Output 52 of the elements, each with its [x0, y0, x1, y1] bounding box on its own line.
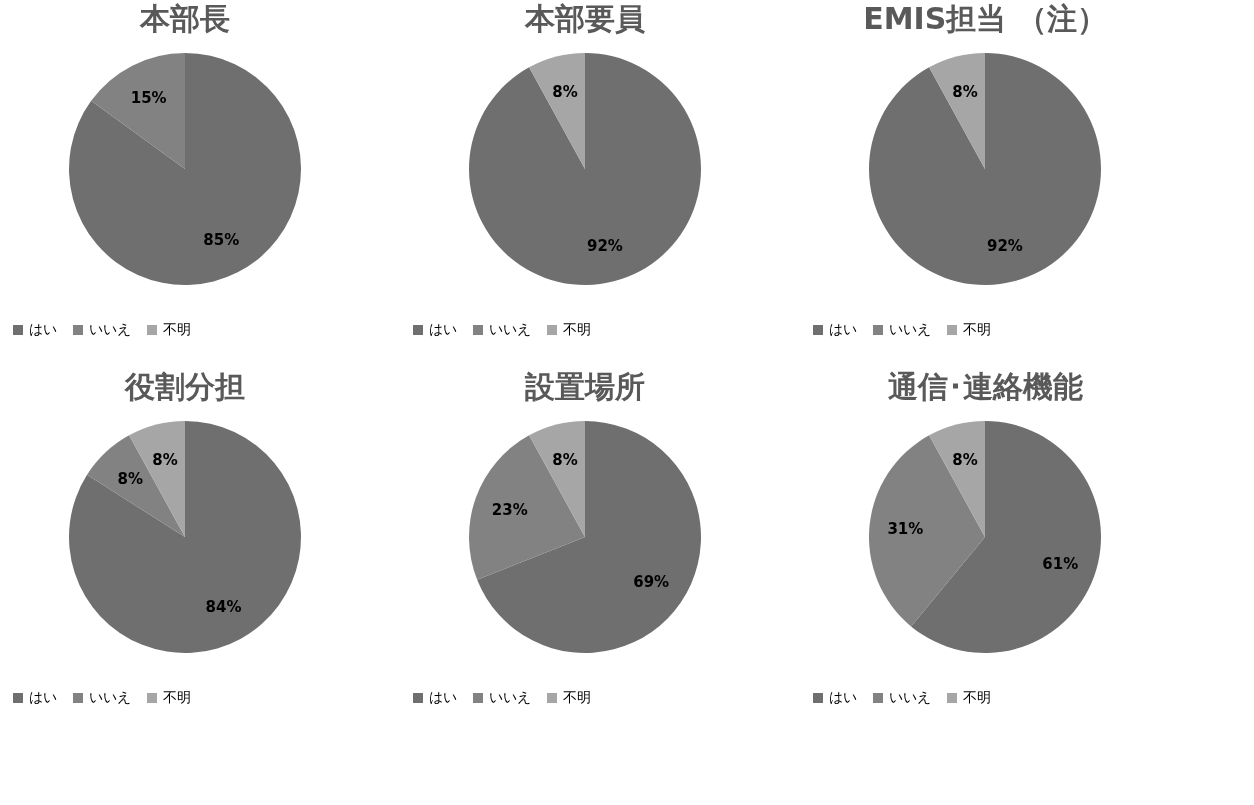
- chart-title: EMIS担当 （注）: [863, 1, 1107, 36]
- pie-slice: [69, 421, 301, 653]
- legend-label: 不明: [963, 689, 991, 705]
- data-label: 92%: [586, 237, 623, 256]
- pie-slice: [87, 435, 185, 537]
- legend-label: はい: [429, 321, 457, 337]
- data-label: 85%: [203, 231, 240, 250]
- pie-slice: [469, 53, 701, 285]
- chart-title: 本部長: [139, 1, 230, 36]
- data-label: 8%: [952, 82, 978, 101]
- legend-label: いいえ: [889, 689, 931, 705]
- legend-label: はい: [829, 689, 857, 705]
- data-label: 8%: [117, 469, 143, 488]
- legend-label: 不明: [963, 321, 991, 337]
- pie-slice: [869, 53, 1101, 285]
- pie-slice: [69, 53, 301, 285]
- legend-label: 不明: [163, 689, 191, 705]
- pie-slice: [469, 435, 585, 580]
- chart-title: 本部要員: [524, 1, 645, 36]
- legend-label: いいえ: [89, 321, 131, 337]
- data-label: 8%: [152, 450, 178, 469]
- data-label: 84%: [205, 598, 242, 617]
- chart-title: 役割分担: [124, 369, 245, 404]
- legend-label: はい: [429, 689, 457, 705]
- data-label: 69%: [633, 572, 670, 591]
- data-label: 8%: [952, 450, 978, 469]
- legend-label: 不明: [163, 321, 191, 337]
- data-label: 15%: [130, 88, 167, 107]
- legend-label: いいえ: [89, 689, 131, 705]
- pie-slice: [929, 421, 985, 537]
- legend-label: 不明: [563, 689, 591, 705]
- chart-title: 設置場所: [524, 369, 645, 404]
- data-label: 61%: [1042, 555, 1079, 574]
- legend-label: 不明: [563, 321, 591, 337]
- legend-label: はい: [829, 321, 857, 337]
- data-label: 8%: [552, 82, 578, 101]
- pie-slice: [529, 53, 585, 169]
- data-label: 92%: [986, 237, 1023, 256]
- legend-label: いいえ: [889, 321, 931, 337]
- legend-label: いいえ: [489, 689, 531, 705]
- data-label: 31%: [887, 520, 924, 539]
- pie-slice: [929, 53, 985, 169]
- pie-slice: [869, 435, 985, 627]
- legend-label: はい: [29, 689, 57, 705]
- data-label: 23%: [491, 500, 528, 519]
- pie-slice: [529, 421, 585, 537]
- data-label: 8%: [552, 450, 578, 469]
- pie-slice: [91, 53, 185, 169]
- legend-label: いいえ: [489, 321, 531, 337]
- chart-title: 通信･連絡機能: [887, 369, 1083, 404]
- pie-slice: [477, 421, 701, 653]
- legend-label: はい: [29, 321, 57, 337]
